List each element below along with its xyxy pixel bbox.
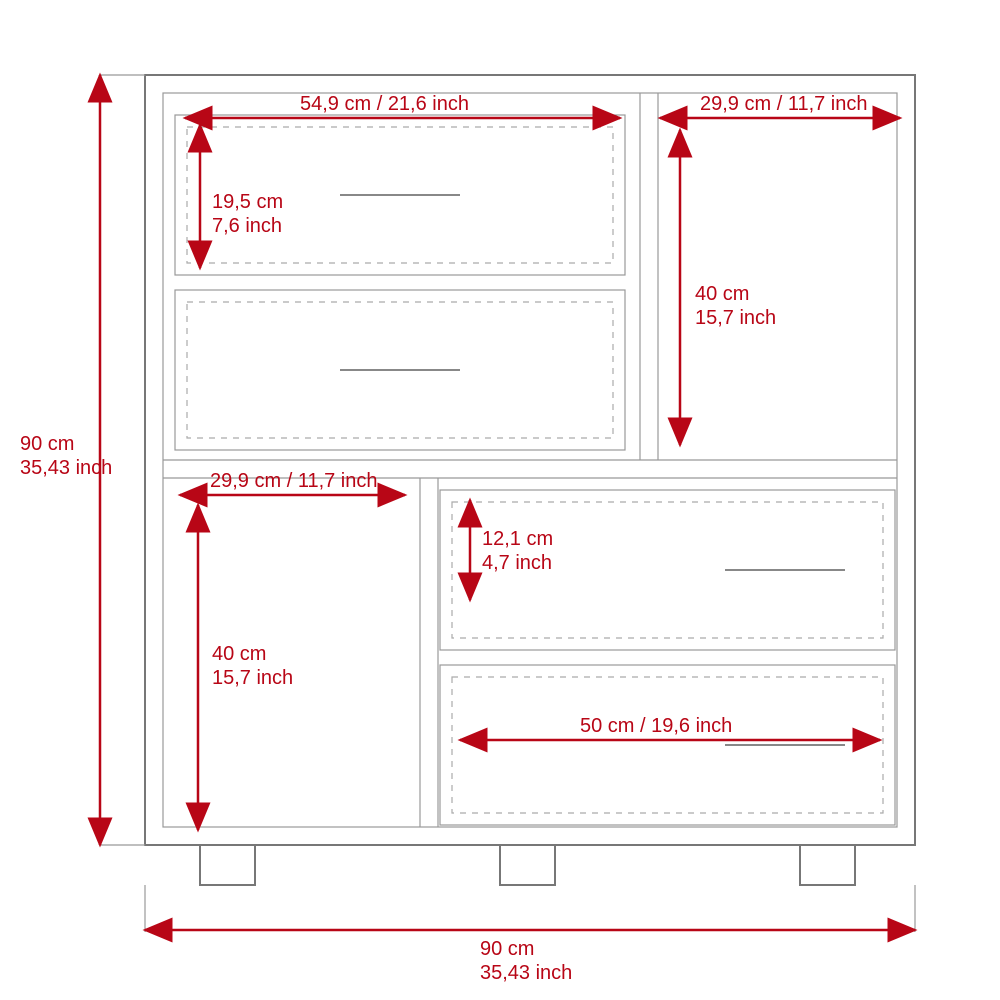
svg-text:12,1 cm: 12,1 cm [482,528,553,550]
svg-text:50 cm / 19,6 inch: 50 cm / 19,6 inch [580,715,732,737]
svg-text:15,7 inch: 15,7 inch [212,667,293,689]
svg-text:54,9 cm / 21,6 inch: 54,9 cm / 21,6 inch [300,93,469,115]
svg-text:90 cm: 90 cm [20,433,74,455]
svg-text:40 cm: 40 cm [212,643,266,665]
svg-text:7,6 inch: 7,6 inch [212,215,282,237]
svg-text:19,5 cm: 19,5 cm [212,191,283,213]
svg-text:29,9 cm / 11,7 inch: 29,9 cm / 11,7 inch [700,93,868,115]
svg-text:4,7 inch: 4,7 inch [482,552,552,574]
svg-text:40 cm: 40 cm [695,283,749,305]
svg-text:29,9 cm / 11,7 inch: 29,9 cm / 11,7 inch [210,470,378,492]
svg-text:15,7 inch: 15,7 inch [695,307,776,329]
svg-text:35,43 inch: 35,43 inch [480,962,572,984]
svg-text:90 cm: 90 cm [480,938,534,960]
furniture-dimension-diagram: 90 cm35,43 inch90 cm35,43 inch54,9 cm / … [0,0,1000,1000]
svg-text:35,43 inch: 35,43 inch [20,457,112,479]
